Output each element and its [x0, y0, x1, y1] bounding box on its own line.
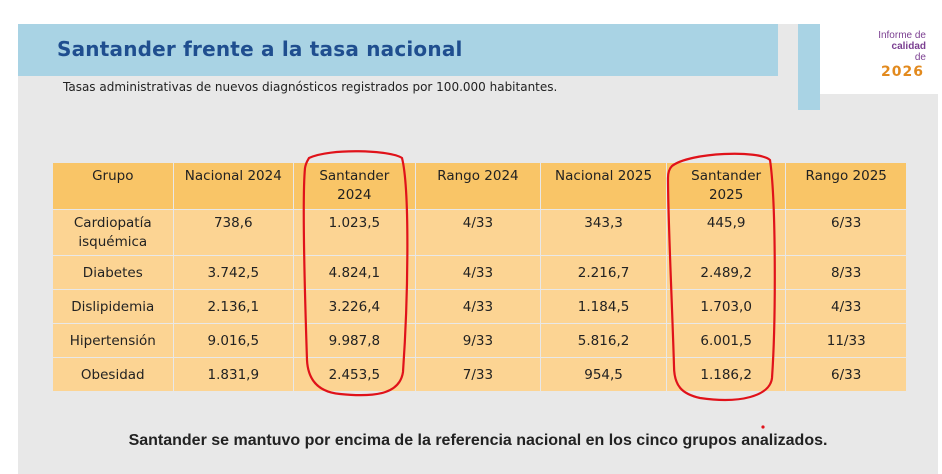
cell-grupo: Dislipidemia [53, 290, 173, 323]
cell-grupo: Cardiopatía isquémica [53, 210, 173, 255]
cell-nacional-2024: 2.136,1 [173, 290, 294, 323]
cell-santander-2024: 2.453,5 [294, 358, 415, 391]
cell-nacional-2025: 1.184,5 [541, 290, 666, 323]
slide-subtitle: Tasas administrativas de nuevos diagnóst… [63, 80, 558, 94]
report-logo: Informe de calidad de 2026 [820, 24, 938, 94]
cell-nacional-2024: 9.016,5 [173, 324, 294, 357]
logo-text: Informe de calidad de [878, 30, 926, 63]
cell-santander-2025: 445,9 [666, 210, 786, 255]
cell-nacional-2025: 2.216,7 [541, 256, 666, 289]
cell-nacional-2024: 1.831,9 [173, 358, 294, 391]
cell-rango-2024: 4/33 [415, 290, 541, 323]
header-nacional-2025: Nacional 2025 [541, 163, 666, 209]
cell-grupo: Hipertensión [53, 324, 173, 357]
cell-santander-2024: 4.824,1 [294, 256, 415, 289]
cell-rango-2024: 4/33 [415, 210, 541, 255]
title-bar: Santander frente a la tasa nacional [18, 24, 778, 76]
logo-line3: de [914, 52, 926, 63]
cell-santander-2025: 2.489,2 [666, 256, 786, 289]
table-row: Diabetes 3.742,5 4.824,1 4/33 2.216,7 2.… [53, 256, 906, 289]
cell-santander-2024: 1.023,5 [294, 210, 415, 255]
cell-nacional-2025: 5.816,2 [541, 324, 666, 357]
header-grupo: Grupo [53, 163, 173, 209]
rates-table: Grupo Nacional 2024 Santander 2024 Rango… [52, 162, 907, 392]
header-rango-2024: Rango 2024 [415, 163, 541, 209]
logo-line2: calidad [891, 41, 926, 52]
table-row: Obesidad 1.831,9 2.453,5 7/33 954,5 1.18… [53, 358, 906, 391]
logo-stripe [798, 24, 820, 110]
logo-line1: Informe de [878, 30, 926, 41]
cell-rango-2025: 4/33 [786, 290, 906, 323]
header-santander-2024: Santander 2024 [294, 163, 415, 209]
table-row: Hipertensión 9.016,5 9.987,8 9/33 5.816,… [53, 324, 906, 357]
table-row: Dislipidemia 2.136,1 3.226,4 4/33 1.184,… [53, 290, 906, 323]
header-nacional-2024: Nacional 2024 [173, 163, 294, 209]
slide: Santander frente a la tasa nacional Tasa… [18, 24, 938, 474]
cell-rango-2024: 9/33 [415, 324, 541, 357]
cell-rango-2025: 11/33 [786, 324, 906, 357]
header-rango-2025: Rango 2025 [786, 163, 906, 209]
cell-santander-2025: 6.001,5 [666, 324, 786, 357]
cell-santander-2025: 1.186,2 [666, 358, 786, 391]
cell-santander-2024: 9.987,8 [294, 324, 415, 357]
cell-nacional-2025: 343,3 [541, 210, 666, 255]
slide-footer: Santander se mantuvo por encima de la re… [128, 432, 828, 449]
slide-title: Santander frente a la tasa nacional [57, 37, 463, 61]
table-row: Cardiopatía isquémica 738,6 1.023,5 4/33… [53, 210, 906, 255]
cell-rango-2025: 6/33 [786, 210, 906, 255]
header-santander-2025-text: Santander 2025 [691, 168, 762, 203]
header-santander-2024-text: Santander 2024 [319, 168, 390, 203]
cell-grupo: Obesidad [53, 358, 173, 391]
table-header-row: Grupo Nacional 2024 Santander 2024 Rango… [53, 163, 906, 209]
cell-santander-2024: 3.226,4 [294, 290, 415, 323]
cell-nacional-2024: 3.742,5 [173, 256, 294, 289]
cell-grupo: Diabetes [53, 256, 173, 289]
header-santander-2025: Santander 2025 [666, 163, 786, 209]
cell-rango-2024: 4/33 [415, 256, 541, 289]
cell-rango-2024: 7/33 [415, 358, 541, 391]
cell-rango-2025: 8/33 [786, 256, 906, 289]
logo-year: 2026 [881, 64, 924, 80]
cell-rango-2025: 6/33 [786, 358, 906, 391]
cell-nacional-2024: 738,6 [173, 210, 294, 255]
cell-nacional-2025: 954,5 [541, 358, 666, 391]
cell-santander-2025: 1.703,0 [666, 290, 786, 323]
